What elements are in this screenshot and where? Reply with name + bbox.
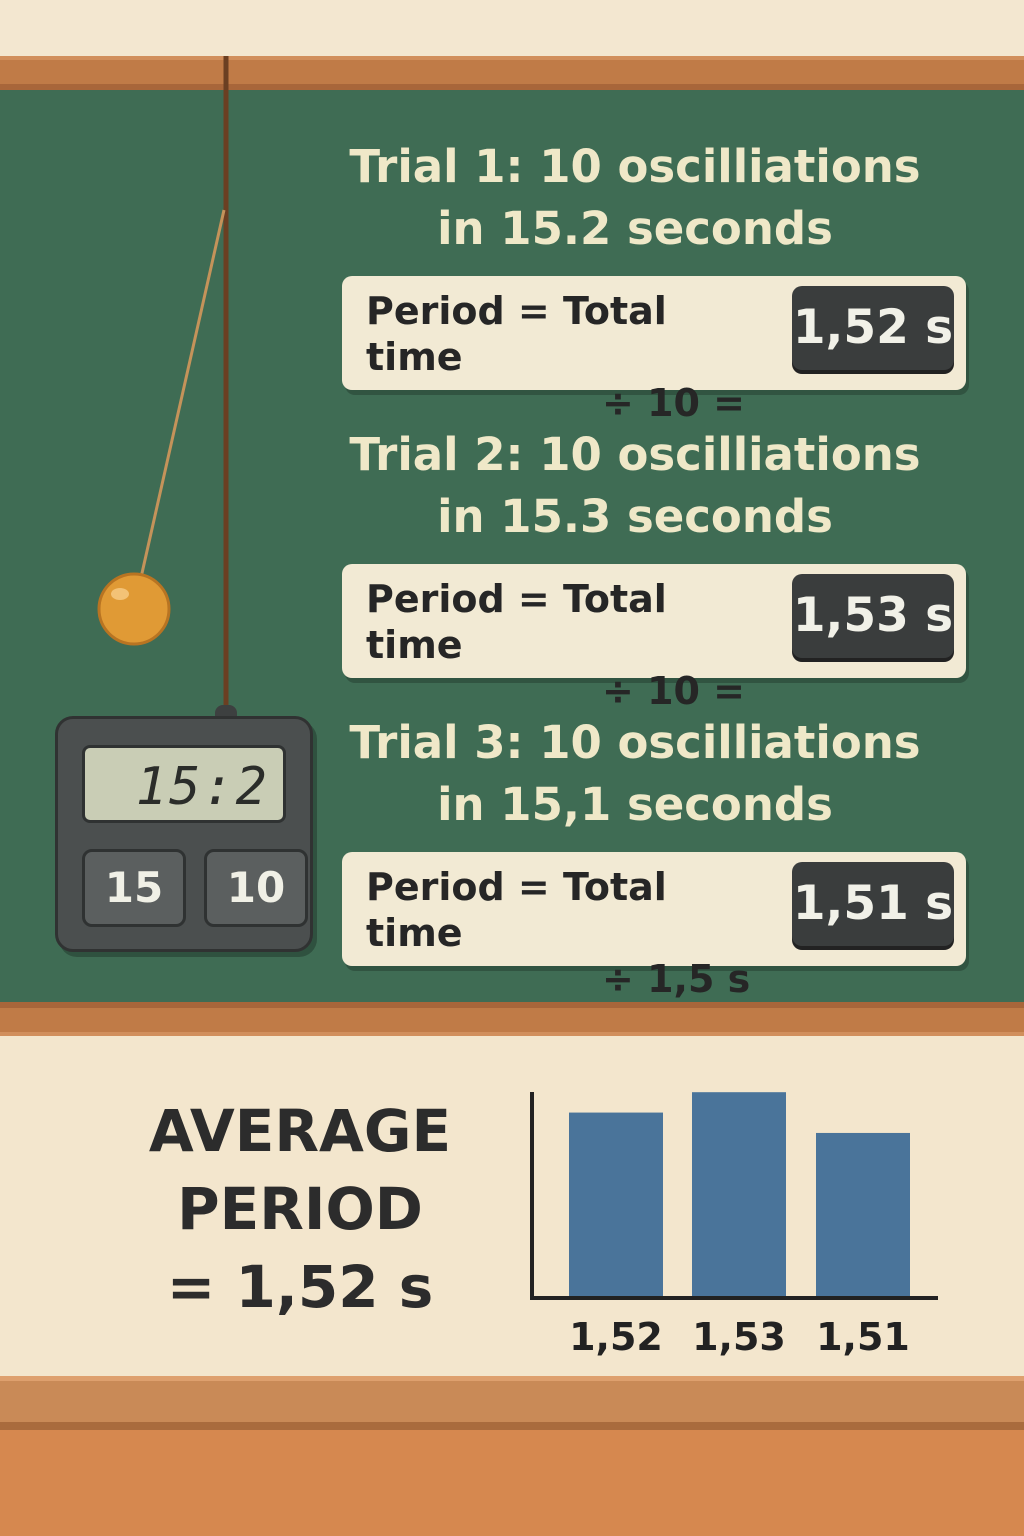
chart-tick-label-2: 1,53 xyxy=(692,1315,786,1359)
stopwatch-button-left[interactable]: 15 xyxy=(82,849,186,927)
trial-3-title-line1: Trial 3: 10 oscilliations xyxy=(349,716,921,769)
trial-3-formula-line2: ÷ 1,5 s xyxy=(602,957,751,1001)
trial-3-title-line2: in 15,1 seconds xyxy=(437,778,833,831)
trial-2-result: 1,53 s xyxy=(792,574,954,658)
trial-1-result: 1,52 s xyxy=(792,286,954,370)
chart-bar-3 xyxy=(816,1132,910,1296)
average-period: AVERAGE PERIOD = 1,52 s xyxy=(110,1092,490,1326)
chart-tick-label-1: 1,52 xyxy=(569,1315,663,1359)
trial-1-formula: Period = Total time ÷ 10 = xyxy=(366,288,766,426)
trial-1-formula-line2: ÷ 10 = xyxy=(602,381,746,425)
average-line2: PERIOD xyxy=(177,1175,423,1243)
chart-bar-1 xyxy=(569,1112,663,1296)
trial-2-formula: Period = Total time ÷ 10 = xyxy=(366,576,766,714)
average-line3: = 1,52 s xyxy=(166,1253,434,1321)
bob-highlight xyxy=(111,588,129,600)
stopwatch-display: 15:2 xyxy=(82,745,286,823)
trial-1-formula-line1: Period = Total time xyxy=(366,289,667,379)
trial-3-result: 1,51 s xyxy=(792,862,954,946)
trial-1-title: Trial 1: 10 oscilliations in 15.2 second… xyxy=(330,136,940,260)
stopwatch-button-right[interactable]: 10 xyxy=(204,849,308,927)
trial-3-formula: Period = Total time ÷ 1,5 s xyxy=(366,864,766,1002)
trial-2-title-line1: Trial 2: 10 oscilliations xyxy=(349,428,921,481)
trial-2-formula-line1: Period = Total time xyxy=(366,577,667,667)
pendulum-string xyxy=(138,209,226,583)
trial-1-period-card: Period = Total time ÷ 10 = 1,52 s xyxy=(342,276,966,425)
stopwatch-icon: 15:2 15 10 xyxy=(55,716,313,952)
chart-bar-2 xyxy=(692,1092,786,1296)
floor-strip xyxy=(0,1430,1024,1536)
chart-tick-label-3: 1,51 xyxy=(816,1315,910,1359)
board-frame-bottom xyxy=(0,1002,1024,1036)
wall-top xyxy=(0,0,1024,56)
trial-2-title: Trial 2: 10 oscilliations in 15.3 second… xyxy=(330,424,940,548)
board-frame-top xyxy=(0,56,1024,90)
shelf-rail xyxy=(0,1376,1024,1430)
average-line1: AVERAGE xyxy=(148,1097,452,1165)
trial-2-title-line2: in 15.3 seconds xyxy=(437,490,833,543)
trial-3-period-card: Period = Total time ÷ 1,5 s 1,51 s xyxy=(342,852,966,1001)
trial-1-title-line1: Trial 1: 10 oscilliations xyxy=(349,140,921,193)
trial-2-period-card: Period = Total time ÷ 10 = 1,53 s xyxy=(342,564,966,713)
trial-3-formula-line1: Period = Total time xyxy=(366,865,667,955)
trial-3-title: Trial 3: 10 oscilliations in 15,1 second… xyxy=(330,712,940,836)
trial-1-title-line2: in 15.2 seconds xyxy=(437,202,833,255)
trial-2-formula-line2: ÷ 10 = xyxy=(602,669,746,713)
